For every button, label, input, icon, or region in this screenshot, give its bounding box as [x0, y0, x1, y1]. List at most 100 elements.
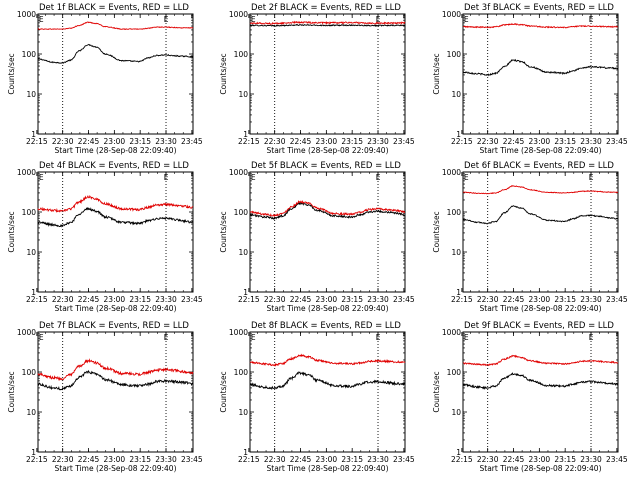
- x-tick-label: 23:30: [580, 295, 602, 304]
- y-axis-title: Counts/sec: [7, 371, 16, 412]
- event-marker-label: E: [39, 15, 44, 24]
- y-tick-label: 100: [447, 368, 462, 377]
- x-tick-label: 23:00: [104, 137, 126, 146]
- chart-panel-2: Det 2f BLACK = Events, RED = LLD 1 10 100 10…: [219, 3, 415, 155]
- y-axis-title: Counts/sec: [219, 53, 228, 94]
- x-tick-label: 22:30: [477, 137, 499, 146]
- y-tick-label: 100: [234, 208, 249, 217]
- y-axis-title: Counts/sec: [432, 371, 441, 412]
- x-axis-title: Start Time (28-Sep-08 22:09:40): [267, 146, 389, 155]
- x-tick-label: 23:15: [554, 137, 576, 146]
- x-tick-label: 22:30: [52, 455, 74, 464]
- series-line-lld: [37, 21, 194, 31]
- plot-frame: [37, 13, 194, 135]
- y-tick-label: 1000: [17, 10, 36, 19]
- x-tick-label: 23:00: [529, 137, 551, 146]
- x-tick-label: 22:15: [26, 137, 48, 146]
- series-line-lld: [249, 199, 405, 218]
- chart-panel-1: Det 1f BLACK = Events, RED = LLD 1 10 100 10…: [7, 3, 203, 155]
- plot-frame: [462, 331, 619, 453]
- x-axis-title: Start Time (28-Sep-08 22:09:40): [267, 304, 389, 313]
- series-line-events: [249, 202, 406, 220]
- series-line-events: [249, 371, 406, 391]
- x-tick-label: 22:45: [78, 455, 100, 464]
- x-tick-label: 23:45: [181, 455, 203, 464]
- x-tick-label: 22:45: [290, 455, 312, 464]
- y-tick-label: 10: [451, 90, 461, 99]
- x-tick-label: 23:15: [341, 137, 363, 146]
- event-marker-label: E: [464, 173, 469, 182]
- y-axis-title: Counts/sec: [432, 53, 441, 94]
- x-tick-label: 23:45: [393, 455, 415, 464]
- series-line-lld: [249, 20, 406, 25]
- x-tick-label: 22:30: [52, 137, 74, 146]
- x-tick-label: 22:45: [290, 137, 312, 146]
- x-tick-label: 22:15: [451, 295, 473, 304]
- y-tick-label: 1000: [17, 168, 36, 177]
- x-tick-label: 23:30: [367, 295, 389, 304]
- event-marker-label: E: [164, 333, 169, 342]
- series-line-events: [37, 206, 194, 228]
- series-line-events: [37, 43, 194, 64]
- x-axis-title: Start Time (28-Sep-08 22:09:40): [480, 146, 602, 155]
- chart-panel-6: Det 6f BLACK = Events, RED = LLD 1 10 100 10…: [432, 161, 628, 313]
- y-axis-title: Counts/sec: [219, 211, 228, 252]
- series-line-lld: [249, 353, 406, 367]
- event-marker-label: E: [251, 333, 256, 342]
- y-tick-label: 1000: [442, 10, 461, 19]
- y-tick-label: 10: [238, 90, 248, 99]
- x-tick-label: 23:15: [129, 137, 151, 146]
- series-line-lld: [462, 22, 619, 29]
- x-axis-title: Start Time (28-Sep-08 22:09:40): [480, 304, 602, 313]
- x-tick-label: 22:45: [78, 295, 100, 304]
- y-tick-label: 10: [238, 248, 248, 257]
- y-tick-label: 100: [234, 368, 249, 377]
- event-marker-label: E: [39, 173, 44, 182]
- series-line-events: [462, 58, 619, 77]
- y-tick-label: 10: [26, 408, 36, 417]
- x-tick-label: 22:15: [451, 455, 473, 464]
- x-tick-label: 22:30: [52, 295, 74, 304]
- panel-grid: Det 1f BLACK = Events, RED = LLD 1 10 100 10…: [7, 3, 628, 473]
- x-tick-label: 23:45: [181, 137, 203, 146]
- y-tick-label: 100: [22, 50, 37, 59]
- y-tick-label: 1: [456, 130, 461, 139]
- y-tick-label: 1000: [442, 328, 461, 337]
- event-marker-label: E: [589, 333, 594, 342]
- event-marker-label: E: [251, 15, 256, 24]
- y-tick-label: 1000: [229, 10, 248, 19]
- panel-title: Det 1f BLACK = Events, RED = LLD: [39, 3, 189, 13]
- x-tick-label: 23:30: [580, 137, 602, 146]
- y-tick-label: 100: [22, 368, 37, 377]
- chart-panel-9: Det 9f BLACK = Events, RED = LLD 1 10 100 10…: [432, 321, 628, 473]
- x-tick-label: 23:00: [316, 137, 338, 146]
- panel-title: Det 5f BLACK = Events, RED = LLD: [251, 161, 401, 171]
- x-tick-label: 23:30: [367, 137, 389, 146]
- event-marker-label: E: [251, 173, 256, 182]
- y-axis-title: Counts/sec: [432, 211, 441, 252]
- panel-title: Det 7f BLACK = Events, RED = LLD: [39, 321, 189, 331]
- y-axis-title: Counts/sec: [7, 211, 16, 252]
- chart-panel-7: Det 7f BLACK = Events, RED = LLD 1 10 100 10…: [7, 321, 203, 473]
- panel-title: Det 8f BLACK = Events, RED = LLD: [251, 321, 401, 331]
- panel-title: Det 2f BLACK = Events, RED = LLD: [251, 3, 401, 13]
- panel-title: Det 6f BLACK = Events, RED = LLD: [464, 161, 614, 171]
- y-axis-title: Counts/sec: [219, 371, 228, 412]
- y-tick-label: 1: [456, 288, 461, 297]
- x-tick-label: 23:45: [606, 137, 628, 146]
- x-tick-label: 23:15: [129, 455, 151, 464]
- x-tick-label: 22:45: [290, 295, 312, 304]
- panel-title: Det 3f BLACK = Events, RED = LLD: [464, 3, 614, 13]
- chart-panel-5: Det 5f BLACK = Events, RED = LLD 1 10 100 10…: [219, 161, 415, 313]
- series-line-lld: [462, 185, 619, 195]
- series-line-events: [249, 23, 406, 27]
- series-line-events: [37, 369, 194, 391]
- x-tick-label: 23:00: [316, 455, 338, 464]
- series-line-lld: [37, 358, 194, 382]
- x-tick-label: 23:45: [393, 137, 415, 146]
- plot-frame: [462, 13, 619, 135]
- series-line-lld: [37, 195, 194, 213]
- x-tick-label: 22:45: [503, 455, 525, 464]
- plot-frame: [462, 171, 619, 293]
